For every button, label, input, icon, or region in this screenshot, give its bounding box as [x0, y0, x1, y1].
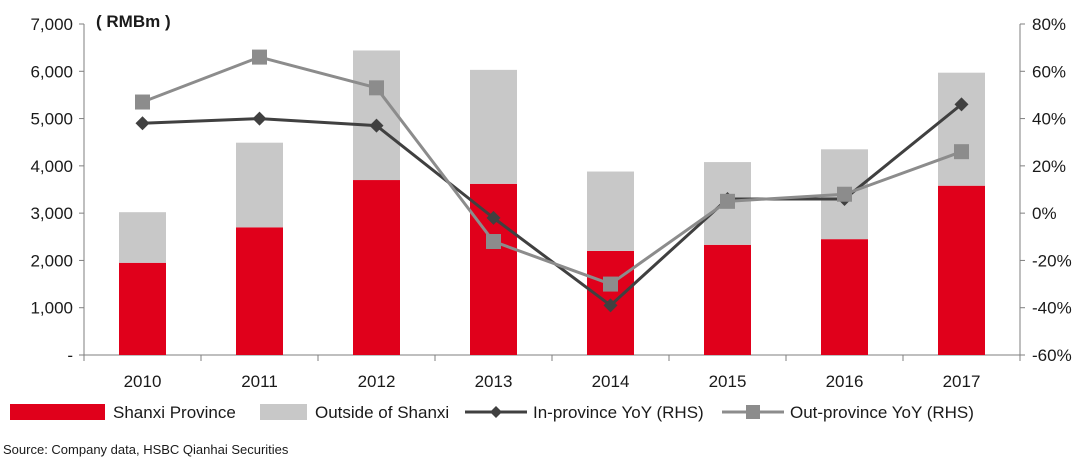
- legend-marker-out-province-yoy-rhs: [746, 405, 760, 419]
- marker-in-province-yoy-rhs-2012: [369, 118, 384, 133]
- right-tick-label: 20%: [1032, 157, 1066, 176]
- left-tick-label: 4,000: [30, 157, 73, 176]
- marker-out-province-yoy-rhs-2016: [837, 186, 852, 202]
- legend-label-in-province-yoy-rhs: In-province YoY (RHS): [533, 403, 704, 422]
- marker-out-province-yoy-rhs-2017: [954, 144, 969, 160]
- marker-in-province-yoy-rhs-2010: [135, 116, 150, 131]
- x-tick-label: 2010: [124, 372, 162, 391]
- bar-outside-of-shanxi-2011: [236, 142, 283, 228]
- left-tick-label: 3,000: [30, 204, 73, 223]
- bar-outside-of-shanxi-2010: [119, 212, 166, 263]
- left-tick-label: 2,000: [30, 251, 73, 270]
- bar-outside-of-shanxi-2013: [470, 69, 517, 184]
- bar-shanxi-province-2016: [821, 239, 868, 355]
- marker-in-province-yoy-rhs-2011: [252, 111, 267, 126]
- marker-out-province-yoy-rhs-2014: [603, 276, 618, 292]
- x-tick-label: 2011: [241, 372, 278, 391]
- marker-in-province-yoy-rhs-2013: [486, 210, 501, 225]
- right-tick-label: 40%: [1032, 110, 1066, 129]
- unit-label: ( RMBm ): [96, 12, 171, 31]
- left-tick-label: 6,000: [30, 62, 73, 81]
- left-tick-label: -: [67, 346, 73, 365]
- left-tick-label: 7,000: [30, 15, 73, 34]
- x-tick-label: 2013: [475, 372, 513, 391]
- marker-out-province-yoy-rhs-2013: [486, 234, 501, 250]
- source-note: Source: Company data, HSBC Qianhai Secur…: [3, 442, 289, 457]
- x-tick-label: 2017: [943, 372, 981, 391]
- bar-shanxi-province-2011: [236, 227, 283, 355]
- bar-outside-of-shanxi-2012: [353, 50, 400, 181]
- bar-shanxi-province-2010: [119, 262, 166, 355]
- bar-outside-of-shanxi-2014: [587, 171, 634, 251]
- right-tick-label: 0%: [1032, 204, 1057, 223]
- legend-label-outside-of-shanxi: Outside of Shanxi: [315, 403, 449, 422]
- x-tick-label: 2016: [826, 372, 864, 391]
- bar-outside-of-shanxi-2017: [938, 72, 985, 186]
- legend-marker-in-province-yoy-rhs: [490, 406, 502, 418]
- legend-swatch-shanxi-province: [10, 404, 105, 420]
- right-tick-label: 60%: [1032, 62, 1066, 81]
- marker-out-province-yoy-rhs-2010: [135, 94, 150, 110]
- bar-shanxi-province-2012: [353, 180, 400, 355]
- marker-out-province-yoy-rhs-2012: [369, 80, 384, 96]
- legend-swatch-outside-of-shanxi: [260, 404, 307, 420]
- bar-shanxi-province-2017: [938, 185, 985, 355]
- x-tick-label: 2012: [358, 372, 396, 391]
- bar-shanxi-province-2015: [704, 244, 751, 355]
- right-tick-label: 80%: [1032, 15, 1066, 34]
- right-tick-label: -40%: [1032, 299, 1072, 318]
- left-tick-label: 1,000: [30, 299, 73, 318]
- legend-label-shanxi-province: Shanxi Province: [113, 403, 236, 422]
- line-out-province-yoy-rhs: [141, 55, 963, 286]
- right-tick-label: -20%: [1032, 251, 1072, 270]
- marker-out-province-yoy-rhs-2011: [252, 49, 267, 65]
- left-tick-label: 5,000: [30, 110, 73, 129]
- legend-label-out-province-yoy-rhs: Out-province YoY (RHS): [790, 403, 974, 422]
- x-tick-label: 2014: [592, 372, 630, 391]
- x-tick-label: 2015: [709, 372, 747, 391]
- right-tick-label: -60%: [1032, 346, 1072, 365]
- marker-in-province-yoy-rhs-2014: [603, 298, 618, 313]
- marker-out-province-yoy-rhs-2015: [720, 193, 735, 209]
- bar-shanxi-province-2013: [470, 183, 517, 355]
- marker-in-province-yoy-rhs-2017: [954, 97, 969, 112]
